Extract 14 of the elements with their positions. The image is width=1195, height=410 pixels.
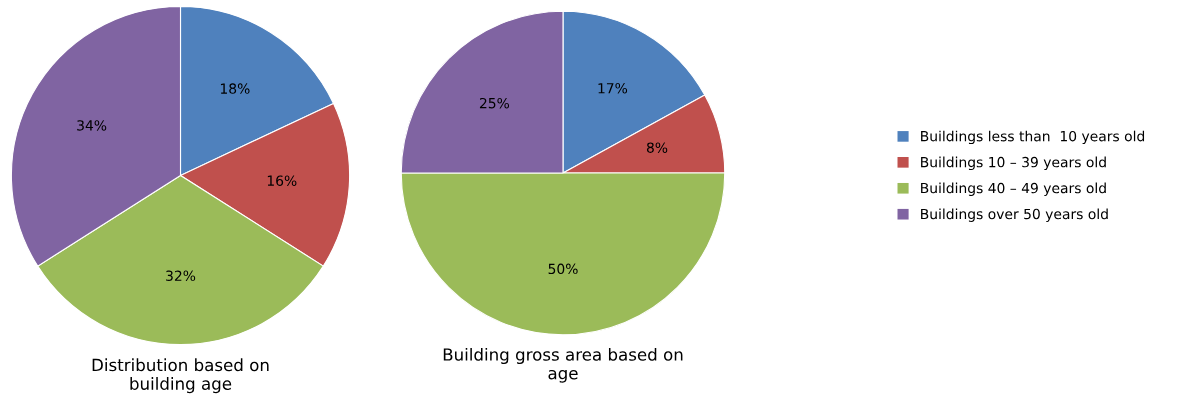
legend-label: Buildings 40 – 49 years old (921, 182, 1106, 196)
text: Distribution based on building age (92, 358, 269, 394)
legend-label: Buildings over 50 years old (921, 208, 1108, 222)
legend-label: Buildings less than 10 years old (921, 130, 1145, 145)
data-label: 32% (166, 270, 196, 281)
data-label: 25% (479, 97, 510, 109)
data-label: 18% (220, 83, 250, 94)
data-label: 50% (548, 263, 578, 275)
legend-label: Buildings 10 – 39 years old (921, 156, 1106, 171)
data-label: 17% (598, 82, 628, 94)
data-label: 16% (267, 175, 297, 186)
text: Building gross area based on age (443, 347, 683, 383)
data-label: 34% (77, 120, 107, 131)
data-label: 8% (646, 142, 668, 153)
